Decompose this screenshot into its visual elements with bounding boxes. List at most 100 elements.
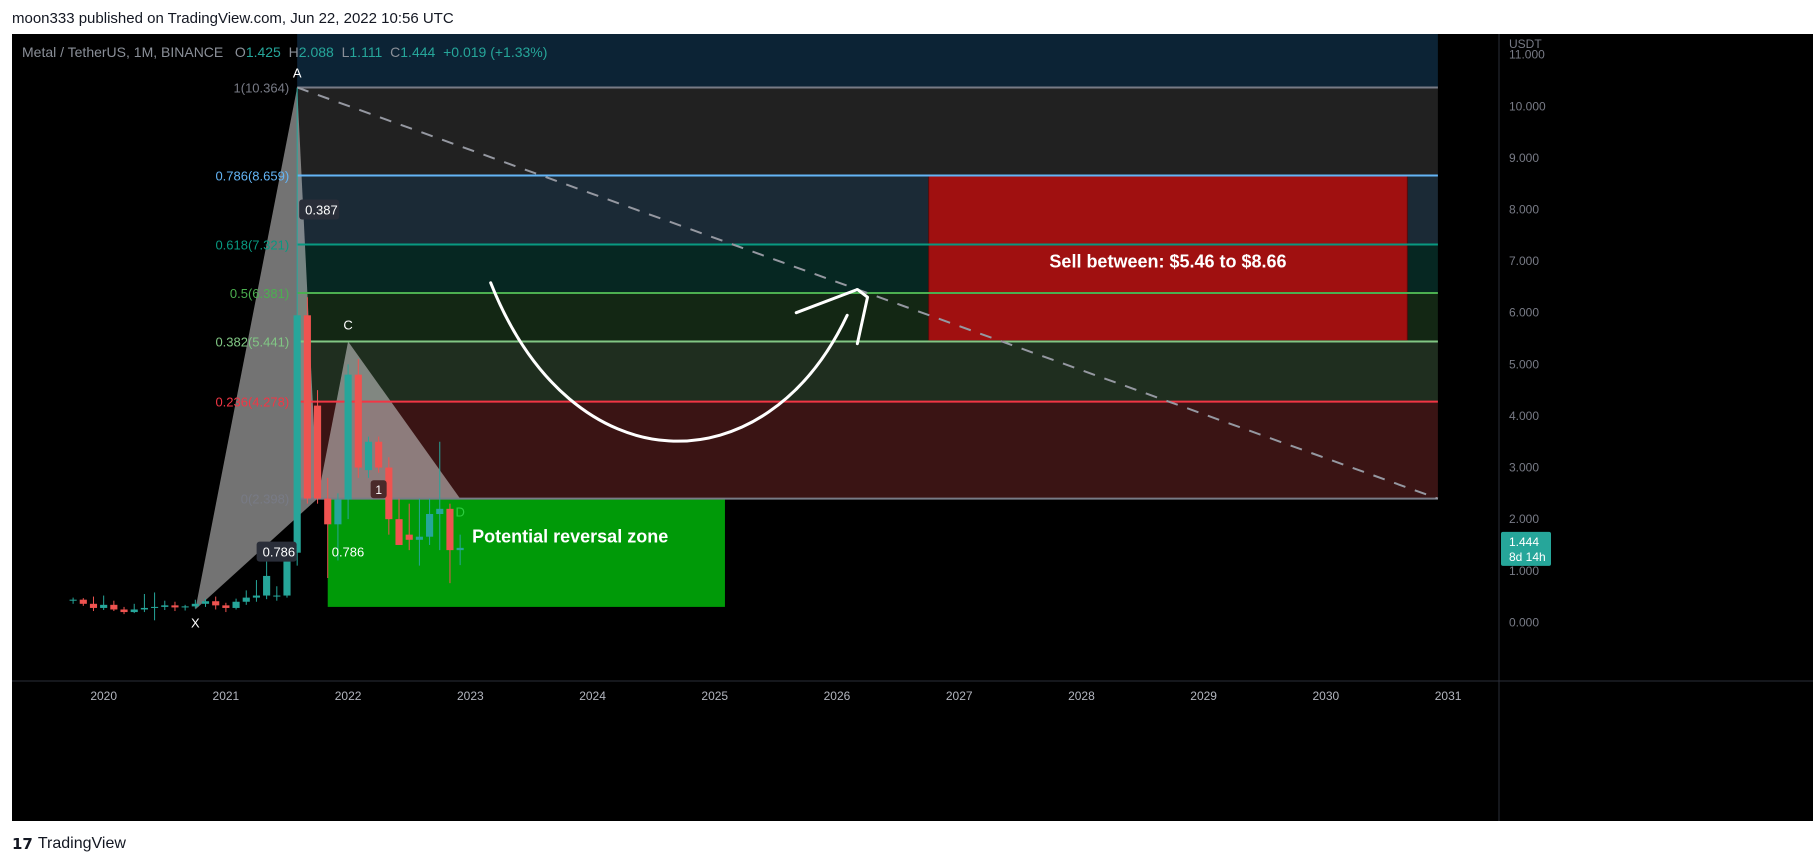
candle-body bbox=[293, 315, 301, 553]
ratio-label: 0.387 bbox=[305, 202, 338, 217]
candle-body bbox=[89, 603, 98, 608]
fib-band bbox=[297, 87, 1438, 176]
candle-body bbox=[181, 606, 189, 608]
price-axis-tick: 4.000 bbox=[1509, 409, 1539, 423]
chart-frame[interactable]: 1(10.364) 0.786(8.659) 0.618(7.321) 0.5(6.3… bbox=[12, 34, 1813, 821]
candle-body bbox=[242, 597, 250, 602]
time-axis-tick: 2021 bbox=[213, 689, 240, 703]
price-chart[interactable]: 1(10.364) 0.786(8.659) 0.618(7.321) 0.5(6.3… bbox=[12, 34, 1813, 821]
fib-level-label: 0.786(8.659) bbox=[215, 168, 289, 183]
candle-body bbox=[201, 601, 210, 604]
candle-body bbox=[263, 575, 271, 596]
ratio-label: 1 bbox=[375, 483, 382, 497]
candle-body bbox=[456, 547, 464, 551]
sell-zone bbox=[928, 174, 1408, 342]
price-axis-tick: 1.000 bbox=[1509, 564, 1539, 578]
candle-body bbox=[446, 508, 454, 551]
price-axis-unit: USDT bbox=[1509, 37, 1542, 51]
candle-body bbox=[171, 605, 179, 608]
candle-body bbox=[212, 601, 220, 606]
tradingview-logo-icon: 17 bbox=[12, 835, 33, 853]
footer-brand[interactable]: 17 TradingView bbox=[12, 826, 126, 862]
ratio-label: 0.786 bbox=[332, 545, 365, 560]
harmonic-bcd bbox=[317, 341, 461, 499]
candle-body bbox=[375, 441, 383, 468]
candle-body bbox=[283, 552, 291, 596]
open-label: O bbox=[234, 44, 246, 60]
price-axis-tick: 10.000 bbox=[1509, 99, 1546, 113]
candle-body bbox=[344, 374, 352, 500]
time-axis-tick: 2030 bbox=[1313, 689, 1340, 703]
fib-band bbox=[297, 401, 1438, 499]
low-value: 1.111 bbox=[349, 44, 383, 60]
time-axis-tick: 2026 bbox=[824, 689, 851, 703]
candle-body bbox=[405, 534, 413, 540]
candle-body bbox=[110, 604, 118, 610]
candle-body bbox=[324, 498, 332, 525]
candle-body bbox=[364, 441, 373, 471]
time-axis-tick: 2029 bbox=[1190, 689, 1217, 703]
price-axis-tick: 8.000 bbox=[1509, 202, 1539, 216]
fib-level-label: 0.382(5.441) bbox=[215, 335, 289, 350]
last-price-value: 1.444 bbox=[1509, 535, 1539, 549]
candle-body bbox=[303, 315, 311, 499]
fib-band-top bbox=[297, 34, 1438, 88]
high-value: 2.088 bbox=[298, 44, 334, 60]
sell-zone-label: Sell between: $5.46 to $8.66 bbox=[1049, 251, 1286, 271]
fib-band bbox=[297, 341, 1438, 402]
brand-name: TradingView bbox=[37, 835, 126, 852]
candle-body bbox=[395, 519, 403, 545]
fib-level-label: 0.618(7.321) bbox=[215, 238, 289, 253]
price-axis-tick: 7.000 bbox=[1509, 254, 1539, 268]
candle-body bbox=[151, 606, 159, 608]
ohlc-legend: Metal / TetherUS, 1M, BINANCE O1.425 H2.… bbox=[22, 44, 547, 60]
low-label: L bbox=[341, 44, 350, 60]
candle-body bbox=[426, 514, 434, 537]
fib-level-label: 1(10.364) bbox=[234, 80, 290, 95]
candle-body bbox=[222, 605, 230, 608]
time-axis-tick: 2031 bbox=[1435, 689, 1462, 703]
time-axis-tick: 2024 bbox=[579, 689, 606, 703]
published-info: moon333 published on TradingView.com, Ju… bbox=[12, 10, 454, 27]
candle-body bbox=[140, 607, 148, 610]
projection-curve bbox=[489, 281, 849, 443]
fib-level-label: 0.236(4.278) bbox=[215, 395, 289, 410]
candle-body bbox=[313, 405, 322, 499]
symbol-label: Metal / TetherUS, 1M, BINANCE bbox=[22, 44, 224, 60]
candle-body bbox=[334, 499, 342, 525]
candle-body bbox=[79, 599, 87, 604]
candle-body bbox=[161, 605, 169, 607]
candle-body bbox=[100, 604, 108, 608]
price-axis-tick: 9.000 bbox=[1509, 151, 1539, 165]
ratio-label: 0.786 bbox=[263, 545, 296, 560]
candle-body bbox=[354, 374, 362, 468]
time-axis-tick: 2027 bbox=[946, 689, 973, 703]
last-price-label-bg bbox=[1501, 531, 1551, 566]
harmonic-xab bbox=[195, 87, 318, 610]
reversal-zone-label: Potential reversal zone bbox=[472, 526, 668, 546]
price-axis-tick: 3.000 bbox=[1509, 461, 1539, 475]
price-axis-tick: 5.000 bbox=[1509, 357, 1539, 371]
candle-body bbox=[415, 536, 423, 540]
time-axis-tick: 2022 bbox=[335, 689, 362, 703]
price-axis-tick: 0.000 bbox=[1509, 615, 1539, 629]
candle-body bbox=[130, 609, 138, 613]
candle-body bbox=[69, 599, 77, 601]
ratio-label-bg bbox=[370, 480, 387, 499]
harmonic-point-label: X bbox=[191, 615, 200, 630]
candle-body bbox=[191, 603, 199, 607]
last-price-countdown: 8d 14h bbox=[1509, 550, 1546, 564]
price-axis-tick: 11.000 bbox=[1509, 48, 1545, 62]
candle-body bbox=[436, 508, 444, 514]
time-axis-tick: 2023 bbox=[457, 689, 484, 703]
candle-body bbox=[232, 601, 240, 608]
candle-body bbox=[385, 467, 393, 520]
trendline bbox=[296, 86, 1439, 500]
time-axis-tick: 2028 bbox=[1068, 689, 1095, 703]
ratio-label-bg bbox=[299, 199, 340, 220]
candle-body bbox=[120, 609, 128, 613]
change-value: +0.019 (+1.33%) bbox=[443, 44, 548, 60]
candle-body bbox=[273, 595, 281, 597]
fib-level-label: 0.5(6.381) bbox=[230, 286, 289, 301]
price-axis-tick: 2.000 bbox=[1509, 512, 1539, 526]
